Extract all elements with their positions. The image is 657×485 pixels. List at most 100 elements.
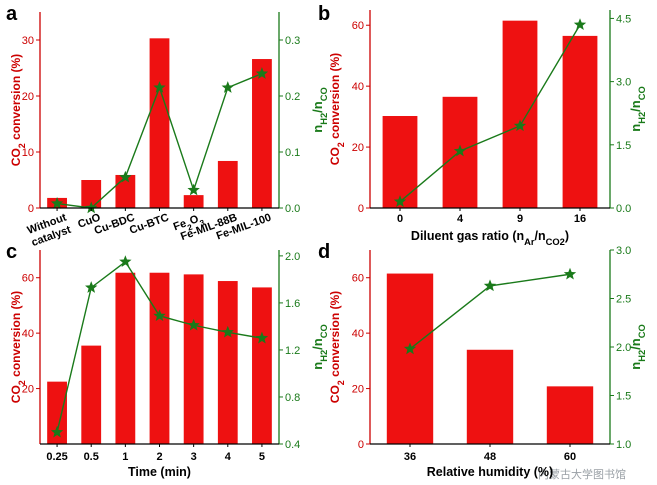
panel-letter: d: [318, 241, 330, 263]
tick-label-right: 0.1: [285, 147, 300, 159]
category-label: 1: [122, 451, 128, 463]
x-axis-label: Relative humidity (%): [427, 465, 553, 479]
tick-label-left: 0: [358, 203, 364, 215]
tick-label-left: 10: [22, 147, 34, 159]
tick-label-right: 0.8: [285, 392, 300, 404]
watermark: 内蒙古大学图书馆: [538, 467, 626, 481]
tick-label-right: 2.5: [616, 294, 631, 306]
line-point: [483, 279, 497, 292]
line-point: [187, 183, 200, 196]
category-label: 36: [404, 451, 416, 463]
x-axis-label: Time (min): [128, 465, 191, 479]
line-point: [221, 325, 234, 338]
y-axis-label-right: nH2/nCO: [628, 86, 647, 131]
chart-panel-d: d 0 20 40 60 1.0 1.5 2.0 2.5 3.0 36 48 60 Relative hu…: [318, 241, 647, 479]
line-point: [393, 195, 407, 207]
x-axis-label: Diluent gas ratio (nAr/nCO2): [411, 229, 569, 247]
bar: [217, 160, 238, 208]
tick-label-left: 60: [352, 273, 364, 285]
bar: [252, 59, 272, 208]
line-point: [453, 144, 467, 157]
category-label: 0.5: [84, 451, 99, 463]
tick-label-left: 20: [352, 384, 364, 396]
bar: [382, 116, 418, 208]
category-label: 5: [259, 451, 265, 463]
tick-label-left: 20: [352, 142, 364, 154]
panel-letter: a: [6, 3, 18, 25]
bar: [546, 386, 594, 444]
line-point: [513, 119, 527, 132]
category-label: 9: [517, 213, 523, 225]
line-point: [153, 81, 166, 93]
tick-label-right: 0.0: [285, 203, 300, 215]
y-axis-label-left: CO2 conversion (%): [9, 291, 27, 403]
category-label: 2: [156, 451, 162, 463]
line-point: [255, 67, 269, 79]
tick-label-right: 3.0: [616, 77, 631, 89]
bar: [466, 349, 514, 444]
y-axis-label-left: CO2 conversion (%): [328, 53, 346, 165]
bar: [81, 345, 102, 444]
tick-label-right: 4.5: [616, 13, 631, 25]
line-point: [573, 18, 587, 30]
y-axis-label-right: nH2/nCO: [310, 324, 329, 369]
line-point: [187, 318, 200, 331]
line-point: [221, 81, 234, 93]
y-axis-label-right: nH2/nCO: [628, 324, 647, 369]
tick-label-left: 20: [22, 91, 34, 103]
tick-label-right: 1.0: [616, 439, 631, 451]
bar: [81, 180, 102, 208]
tick-label-left: 40: [352, 81, 364, 93]
line-point: [50, 425, 64, 438]
y-axis-label-left: CO2 conversion (%): [9, 54, 27, 166]
line-point: [50, 197, 64, 209]
bar: [217, 281, 238, 444]
tick-label-left: 0: [28, 203, 34, 215]
tick-label-right: 0.0: [616, 203, 631, 215]
chart-panel-b: b 0 20 40 60 0.0 1.5 3.0 4.5 0 4 9 16 Diluent gas rat…: [318, 3, 647, 247]
bar: [562, 35, 598, 209]
tick-label-right: 0.3: [285, 35, 300, 47]
panel-letter: b: [318, 3, 330, 25]
tick-label-right: 2.0: [285, 251, 300, 263]
chart-panel-c: c 20 40 60 0.4 0.8 1.2 1.6 2.0 0.25 0.5 1 2 3 4 5 Time (…: [6, 241, 329, 479]
line-point: [403, 342, 417, 355]
bar: [502, 20, 538, 208]
tick-label-right: 0.2: [285, 91, 300, 103]
tick-label-right: 2.0: [616, 342, 631, 354]
tick-label-right: 1.5: [616, 391, 631, 403]
line-point: [119, 255, 132, 268]
line-point: [119, 170, 132, 183]
tick-label-right: 1.6: [285, 298, 300, 310]
category-label: 16: [574, 213, 586, 225]
category-label: 48: [484, 451, 496, 463]
bar: [252, 287, 272, 444]
bar: [115, 272, 136, 444]
bar: [386, 273, 434, 444]
tick-label-right: 0.4: [285, 439, 300, 451]
bar: [183, 195, 204, 208]
line-point: [563, 267, 577, 280]
line-point: [153, 309, 166, 322]
bar: [47, 381, 67, 444]
category-label: Withoutcatalyst: [25, 211, 72, 249]
line-point: [85, 281, 98, 293]
tick-label-right: 3.0: [616, 245, 631, 257]
category-label: 4: [457, 213, 464, 225]
tick-label-left: 20: [22, 384, 34, 396]
bar: [149, 272, 170, 444]
y-axis-label-right: nH2/nCO: [310, 87, 329, 132]
tick-label-left: 60: [352, 20, 364, 32]
tick-label-left: 30: [22, 35, 34, 47]
line-point: [255, 331, 269, 344]
tick-label-left: 0: [358, 439, 364, 451]
tick-label-right: 1.2: [285, 345, 300, 357]
bar: [115, 174, 136, 208]
bar: [183, 274, 204, 444]
category-label: 0.25: [46, 451, 67, 463]
tick-label-left: 40: [22, 328, 34, 340]
series-line: [399, 24, 581, 203]
y-axis-label-left: CO2 conversion (%): [328, 291, 346, 403]
category-label: 60: [564, 451, 576, 463]
